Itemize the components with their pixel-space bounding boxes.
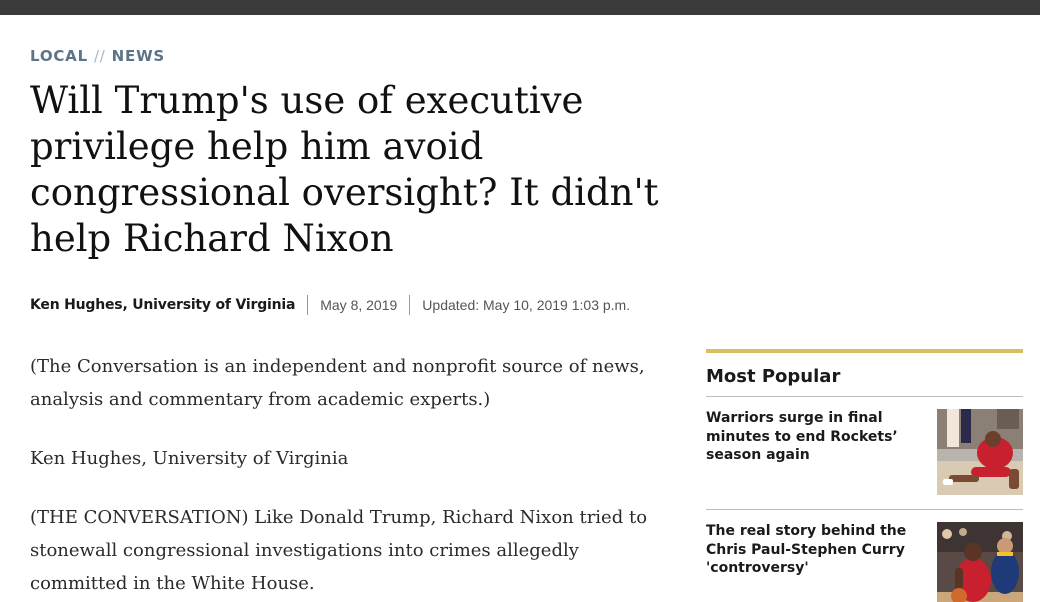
basketball-players-photo-icon[interactable] [937, 522, 1023, 602]
article-paragraph: (THE CONVERSATION) Like Donald Trump, Ri… [30, 507, 648, 594]
popular-story-item[interactable]: Warriors surge in final minutes to end R… [706, 397, 1023, 509]
breadcrumb-news-link[interactable]: NEWS [111, 47, 166, 65]
sidebar-divider [706, 396, 1023, 397]
author-link[interactable]: Ken Hughes, University of Virginia [30, 297, 296, 313]
article-paragraph: Ken Hughes, University of Virginia [30, 448, 349, 469]
byline-divider [409, 295, 411, 315]
breadcrumb-separator: // [93, 47, 106, 65]
basketball-player-sitting-photo-icon[interactable] [937, 409, 1023, 495]
byline: Ken Hughes, University of Virginia May 8… [30, 294, 630, 316]
popular-story-title[interactable]: The real story behind the Chris Paul-Ste… [706, 523, 907, 576]
popular-story-item[interactable]: The real story behind the Chris Paul-Ste… [706, 510, 1023, 602]
sidebar-divider [706, 509, 1023, 510]
sidebar-title: Most Popular [706, 366, 841, 387]
article-body: (The Conversation is an independent and … [30, 350, 670, 602]
most-popular-sidebar: Most Popular Warriors surge in final min… [706, 349, 1023, 602]
breadcrumb-local-link[interactable]: LOCAL [30, 47, 88, 65]
byline-divider [307, 295, 309, 315]
article-headline: Will Trump's use of executive privilege … [30, 79, 659, 260]
popular-story-title[interactable]: Warriors surge in final minutes to end R… [706, 410, 898, 463]
published-date: May 8, 2019 [320, 297, 398, 313]
breadcrumb: LOCAL // NEWS [30, 47, 165, 65]
top-bar [0, 0, 1040, 15]
updated-date: Updated: May 10, 2019 1:03 p.m. [422, 297, 631, 313]
sidebar-accent-rule [706, 349, 1023, 353]
article-paragraph: (The Conversation is an independent and … [30, 356, 645, 410]
